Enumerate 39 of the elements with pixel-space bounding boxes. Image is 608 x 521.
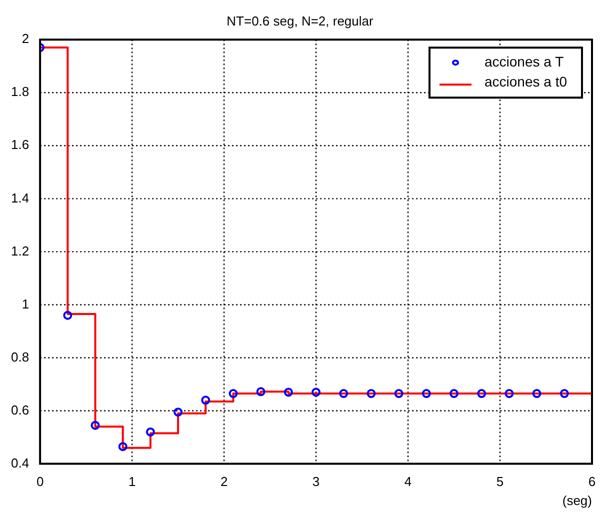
point: [394, 389, 404, 398]
x-tick-label: 6: [588, 474, 596, 490]
chart-title: NT=0.6 seg, N=2, regular: [226, 13, 374, 28]
y-tick-label: 1.2: [10, 243, 30, 258]
y-tick-label: 1.6: [10, 137, 30, 152]
point: [560, 389, 569, 398]
point: [118, 442, 128, 452]
point: [63, 310, 72, 320]
y-tick-label: 1: [22, 296, 30, 312]
x-axis-title: (seg): [562, 492, 592, 508]
x-tick-label: 5: [496, 474, 504, 490]
y-tick-label: 0.8: [10, 349, 30, 364]
point: [312, 388, 321, 397]
legend-label: acciones a T: [484, 53, 564, 70]
point: [284, 388, 293, 397]
y-tick-label: 0.4: [10, 455, 30, 470]
x-tick-label: 2: [220, 474, 228, 490]
point: [90, 420, 100, 430]
x-tick-label: 1: [128, 474, 136, 490]
point: [477, 389, 486, 398]
x-tick-label: 0: [36, 474, 44, 490]
point: [228, 389, 238, 398]
point: [146, 427, 155, 436]
y-tick-label: 1.4: [10, 190, 30, 206]
point: [339, 389, 348, 398]
x-tick-label: 4: [404, 474, 412, 490]
y-tick-label: 1.8: [10, 84, 30, 100]
point: [366, 389, 376, 398]
y-tick-label: 0.6: [10, 402, 30, 418]
point: [504, 389, 514, 398]
x-tick-label: 3: [312, 474, 320, 490]
y-tick-label: 2: [22, 31, 30, 46]
point: [174, 408, 183, 417]
point: [532, 389, 542, 398]
point: [201, 396, 210, 405]
point: [256, 387, 266, 396]
point: [422, 389, 431, 398]
point: [450, 389, 459, 398]
legend-label: acciones a t0: [484, 73, 568, 90]
